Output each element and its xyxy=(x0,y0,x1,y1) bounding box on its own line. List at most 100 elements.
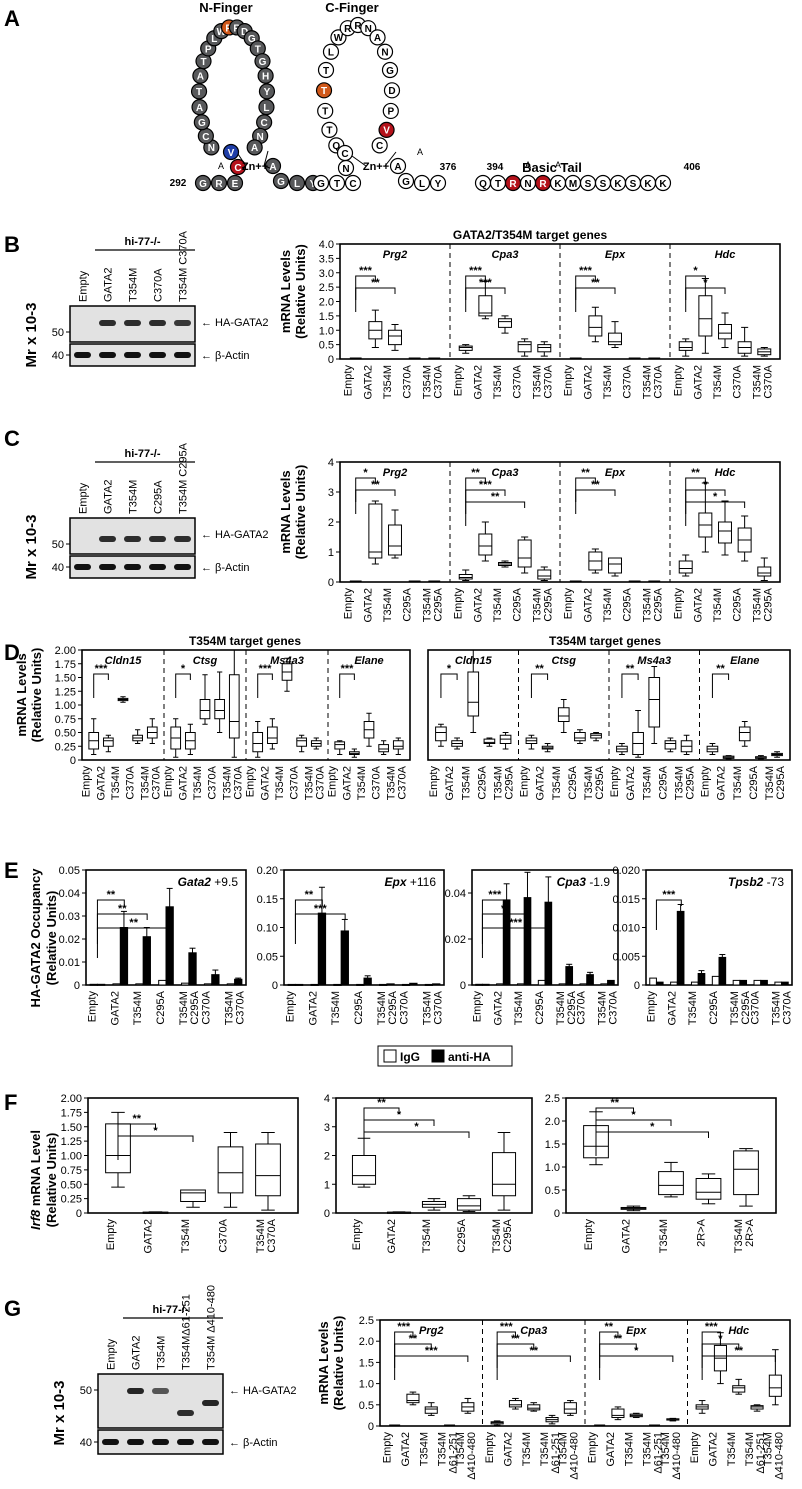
y-tick-label: 4.0 xyxy=(319,239,334,251)
y-axis-label: mRNA Levels xyxy=(278,470,293,553)
bar-anti-ha xyxy=(607,979,615,986)
n-finger-residue: G xyxy=(193,114,210,131)
y-tick-label: 1.50 xyxy=(61,1122,82,1134)
residue-shape xyxy=(654,174,672,192)
panel-letter-c: C xyxy=(4,426,20,451)
tail-residue: N xyxy=(519,174,537,192)
residue-shape xyxy=(229,158,247,176)
category-label: GATA2 xyxy=(692,588,704,622)
gata2-band xyxy=(99,536,116,542)
box-iqr xyxy=(456,1198,482,1211)
gene-label: Epx xyxy=(605,467,626,479)
e-ylabel-2: (Relative Units) xyxy=(44,891,59,986)
mr-axis-label: Mr x 10-3 xyxy=(23,514,40,579)
bar-anti-ha xyxy=(432,983,441,986)
box-iqr xyxy=(733,1150,759,1196)
lane-label: T354MΔ61-251 xyxy=(181,1294,193,1370)
bar-anti-ha xyxy=(481,983,490,986)
actin-band xyxy=(177,1439,194,1445)
category-label: T354M xyxy=(751,588,763,622)
box-iqr xyxy=(611,1408,625,1419)
residue-shape xyxy=(371,137,388,154)
category-label: C295A xyxy=(685,765,697,799)
category-label: T354M xyxy=(602,588,614,622)
category-label: C295A xyxy=(512,587,524,621)
residue-shape xyxy=(381,61,399,79)
category-label: T354M xyxy=(356,766,368,800)
residue-letter: P xyxy=(205,44,212,55)
y-tick-label: 0.01 xyxy=(59,957,80,969)
sig-bracket xyxy=(96,927,171,958)
y-tick-label: 0.5 xyxy=(359,1400,374,1412)
category-label: C370A xyxy=(512,364,524,398)
actin-band xyxy=(202,1439,219,1445)
gene-label: Ctsg xyxy=(193,655,218,667)
y-axis-label: mRNA Levels xyxy=(278,250,293,333)
sig-bracket xyxy=(93,673,109,698)
sig-stars: *** xyxy=(341,663,355,675)
y-tick-label: 1.75 xyxy=(55,659,76,671)
y-tick-label: 0.005 xyxy=(612,951,640,963)
n-start-label: 292 xyxy=(170,178,187,189)
lane-label: T354M xyxy=(128,480,140,514)
bar-igg xyxy=(516,983,525,986)
c-finger-residue: T xyxy=(315,82,333,99)
residue-letter: T xyxy=(326,126,332,137)
category-label: T354M xyxy=(385,766,397,800)
category-label: T354M xyxy=(492,365,504,399)
box-iqr xyxy=(435,726,447,742)
sig-stars: ** xyxy=(371,479,380,491)
actin-band xyxy=(174,352,191,358)
category-label: T354M xyxy=(422,991,434,1025)
gata2-band xyxy=(177,1410,194,1416)
category-label: GATA2 xyxy=(582,365,594,399)
actin-band xyxy=(149,352,166,358)
tail-end-label: 406 xyxy=(684,162,701,173)
box-iqr xyxy=(732,1385,746,1393)
category-label: Empty xyxy=(609,766,621,798)
chart-title: Cpa3 -1.9 xyxy=(557,875,611,889)
sig-stars: ** xyxy=(107,889,116,901)
bar-anti-ha xyxy=(523,897,532,986)
residue-letter: A xyxy=(251,143,258,154)
y-tick-label: 0 xyxy=(76,1208,82,1220)
category-label: Empty xyxy=(245,766,257,798)
residue-letter: K xyxy=(659,179,667,190)
residue-letter: C xyxy=(261,118,268,129)
tail-residue: Q xyxy=(474,174,492,192)
category-label: T354M xyxy=(192,766,204,800)
chart-title: Epx +116 xyxy=(385,875,437,889)
sig-stars: *** xyxy=(397,1321,411,1333)
sig-bracket xyxy=(685,501,746,526)
bar-anti-ha xyxy=(211,974,220,986)
n-finger-residue: G xyxy=(194,174,212,192)
category-label: C295A xyxy=(502,1218,514,1252)
lane-label: GATA2 xyxy=(131,1336,143,1370)
c-finger-residue: T xyxy=(317,102,334,120)
bar-igg xyxy=(379,983,388,986)
gene-label: Prg2 xyxy=(419,1325,443,1337)
y-tick-label: 4 xyxy=(324,1093,330,1105)
bar-igg xyxy=(774,981,783,986)
sig-bracket xyxy=(257,673,273,698)
category-label: T354M xyxy=(180,1219,192,1253)
category-label: Empty xyxy=(563,365,575,397)
category-label: GATA2 xyxy=(362,588,374,622)
category-label: GATA2 xyxy=(472,588,484,622)
sig-stars: *** xyxy=(259,663,273,675)
mr-axis-label: Mr x 10-3 xyxy=(51,1380,68,1445)
actin-band xyxy=(74,564,91,570)
n-finger-residue: G xyxy=(272,172,290,190)
category-label: GATA2 xyxy=(716,766,728,800)
box-iqr xyxy=(478,533,493,556)
category-label: Empty xyxy=(382,1432,394,1464)
band-label-actin: ← β-Actin xyxy=(201,350,250,362)
e-ylabel-1: HA-GATA2 Occupancy xyxy=(28,868,43,1008)
y-tick-label: 0 xyxy=(74,980,80,992)
y-tick-label: 0 xyxy=(460,980,466,992)
tail-residue: R xyxy=(534,174,552,192)
residue-letter: D xyxy=(388,86,395,97)
category-label: C295A xyxy=(594,765,606,799)
category-label: T354M xyxy=(641,766,653,800)
category-label: C370A xyxy=(402,364,414,398)
